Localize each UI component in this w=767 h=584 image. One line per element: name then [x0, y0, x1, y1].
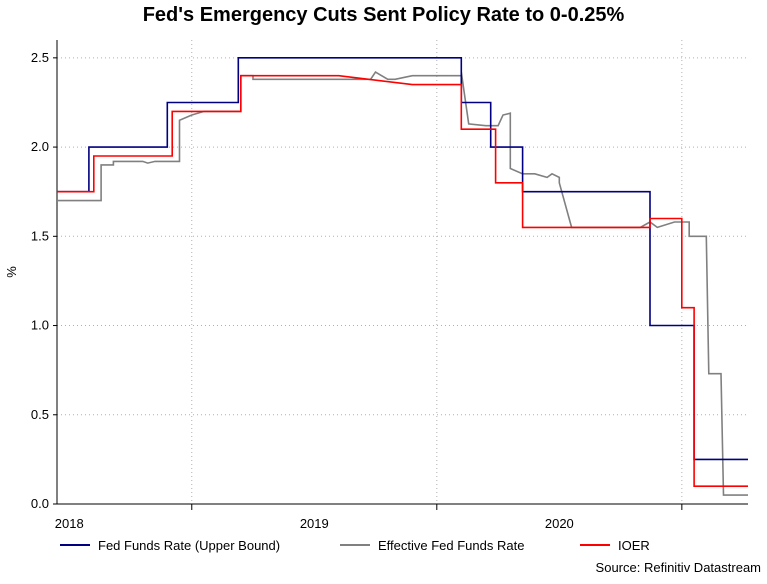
source-note: Source: Refinitiv Datastream — [595, 560, 761, 575]
y-tick-label-0: 0.0 — [31, 496, 49, 511]
x-tick-label-0: 2018 — [55, 516, 84, 531]
series-line-2 — [57, 74, 748, 488]
y-tick-label-1: 0.5 — [31, 407, 49, 422]
legend-item-fed-funds: Fed Funds Rate (Upper Bound) — [60, 537, 280, 553]
y-tick-label-2: 1.0 — [31, 318, 49, 333]
chart-title: Fed's Emergency Cuts Sent Policy Rate to… — [142, 4, 625, 26]
x-tick-label-1: 2019 — [300, 516, 329, 531]
legend-label-effective: Effective Fed Funds Rate — [378, 537, 525, 553]
y-tick-label-4: 2.0 — [31, 139, 49, 154]
legend-label-ioer: IOER — [618, 537, 650, 553]
y-tick-label-3: 1.5 — [31, 228, 49, 243]
legend-swatch-effective — [340, 544, 370, 546]
y-tick-label-5: 2.5 — [31, 50, 49, 65]
y-axis-label: % — [4, 266, 19, 278]
series-line-1 — [57, 71, 748, 496]
legend-swatch-fed-funds — [60, 544, 90, 546]
legend-item-effective: Effective Fed Funds Rate — [340, 537, 524, 553]
legend-label-fed-funds: Fed Funds Rate (Upper Bound) — [98, 537, 281, 553]
x-tick-label-2: 2020 — [545, 516, 574, 531]
series-line-0 — [57, 56, 748, 461]
legend-item-ioer: IOER — [580, 537, 650, 553]
legend-swatch-ioer — [580, 544, 610, 546]
